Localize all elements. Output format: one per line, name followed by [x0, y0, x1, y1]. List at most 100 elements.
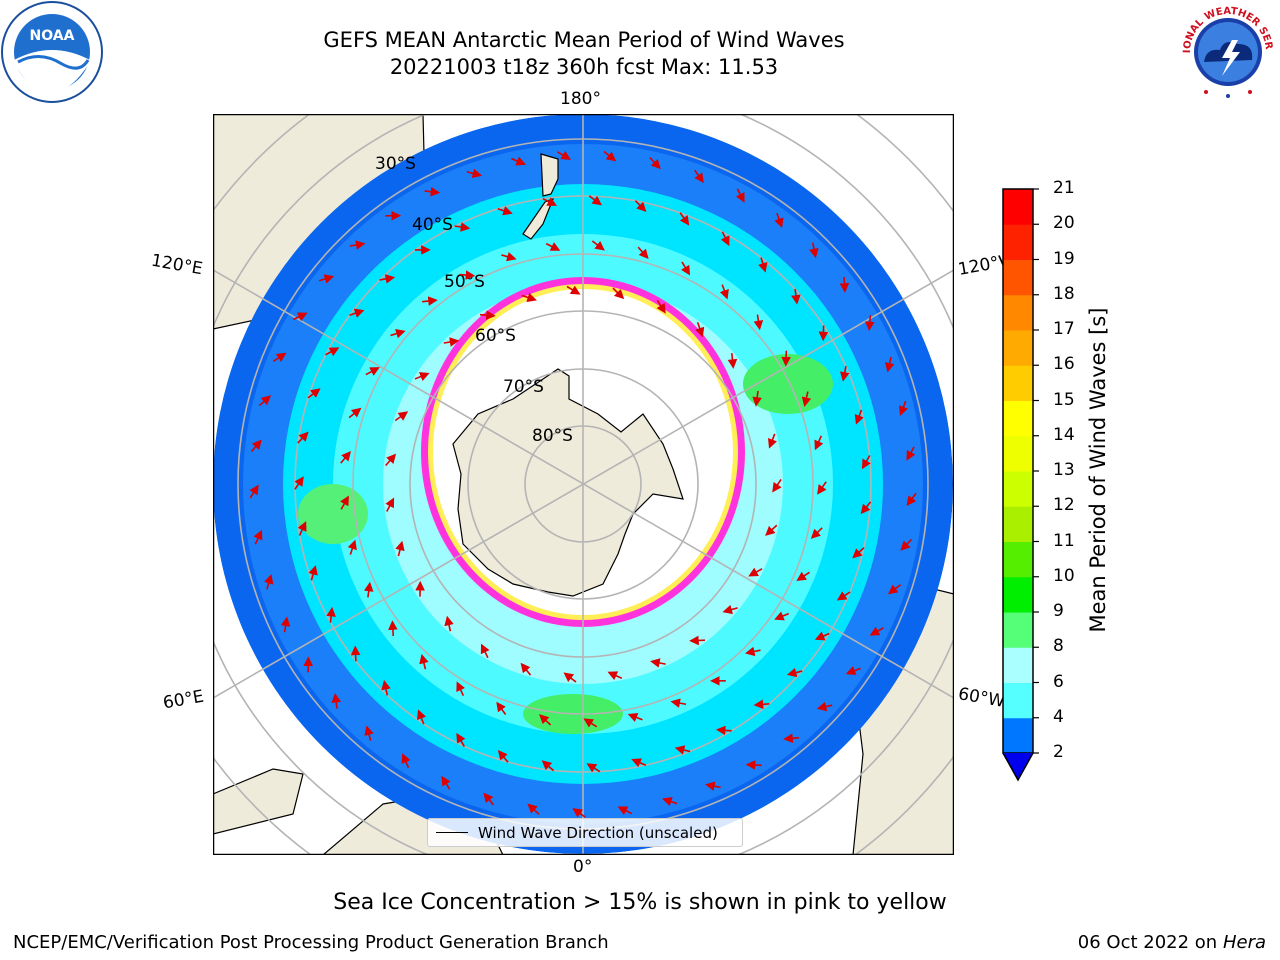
footer-date: 06 Oct 2022 on Hera — [1078, 932, 1266, 953]
wind-wave-arrow — [441, 775, 451, 790]
wind-wave-arrow — [705, 781, 721, 791]
footer-date-text: 06 Oct 2022 on — [1077, 932, 1218, 953]
colorbar-tick-label: 12 — [1053, 495, 1075, 516]
wind-wave-arrow — [280, 616, 291, 633]
colorbar-tick-label: 15 — [1053, 389, 1075, 410]
wind-wave-arrow — [783, 733, 800, 744]
wind-wave-arrow — [479, 310, 496, 320]
antarctica-land — [452, 368, 684, 597]
wind-wave-arrow — [735, 188, 745, 203]
meridian-label-180: 180° — [560, 89, 601, 109]
wind-wave-arrow — [727, 353, 738, 369]
colorbar — [1002, 188, 1039, 782]
wind-wave-arrow — [801, 391, 812, 407]
wind-wave-arrow — [588, 195, 602, 206]
wind-wave-arrow — [906, 446, 916, 461]
wind-wave-arrow — [796, 571, 810, 581]
wind-wave-arrow — [480, 643, 490, 659]
wind-wave-arrow — [542, 197, 558, 206]
wind-wave-arrow — [521, 292, 537, 302]
wind-wave-arrow — [363, 581, 374, 598]
colorbar-tick-label: 4 — [1053, 706, 1064, 727]
ocean-field — [213, 114, 953, 854]
colorbar-bands — [1003, 189, 1033, 754]
wind-wave-arrow — [456, 732, 466, 747]
wind-wave-arrow — [656, 299, 666, 314]
colorbar-tick-label: 9 — [1053, 601, 1064, 621]
wind-wave-arrow — [861, 455, 871, 470]
wind-wave-arrow — [679, 212, 690, 226]
wind-wave-arrow — [365, 367, 380, 376]
wind-wave-arrow — [786, 667, 803, 678]
wind-wave-arrow — [381, 680, 391, 696]
legend-line-swatch — [436, 832, 468, 833]
wind-wave-arrow — [326, 606, 336, 623]
colorbar-band — [1003, 612, 1033, 648]
wind-wave-arrow — [497, 750, 509, 763]
nws-logo: NATIONAL WEATHER SERVICE — [1176, 0, 1276, 100]
colorbar-tick-label: 8 — [1053, 636, 1064, 657]
wind-wave-arrow — [637, 246, 649, 260]
green-patch-west — [298, 484, 368, 544]
wind-wave-arrow — [520, 662, 532, 676]
wind-wave-arrow — [347, 539, 357, 555]
colorbar-extend-arrow — [1002, 752, 1034, 782]
colorbar-tick-label: 2 — [1053, 742, 1064, 762]
wind-wave-arrow — [836, 591, 851, 601]
wind-wave-arrow — [385, 497, 395, 512]
wind-wave-arrow — [414, 372, 430, 382]
wind-wave-arrow — [390, 329, 406, 339]
colorbar-band — [1003, 400, 1033, 437]
colorbar-tick-label: 10 — [1053, 565, 1075, 586]
wind-wave-arrow — [294, 476, 304, 490]
noaa-logo-text: NOAA — [30, 28, 75, 44]
wind-wave-arrow — [627, 713, 643, 722]
wind-wave-arrow — [603, 150, 617, 162]
wind-wave-arrow — [722, 604, 738, 615]
meridian-label-60w: 60°W — [956, 684, 1007, 712]
wind-wave-arrow — [419, 653, 429, 670]
colorbar-band — [1003, 330, 1033, 366]
wind-wave-arrow — [612, 287, 625, 300]
colorbar-tick-label: 11 — [1053, 530, 1075, 551]
wind-wave-arrow — [694, 169, 704, 184]
colorbar-tick-label: 13 — [1053, 460, 1075, 480]
wind-wave-arrow — [557, 150, 572, 160]
wind-wave-arrow — [719, 284, 729, 300]
wind-wave-arrow — [854, 409, 864, 425]
wind-wave-arrow — [325, 347, 340, 357]
wind-wave-arrow — [674, 745, 691, 755]
polar-map: 30°S 40°S 50°S 60°S 70°S 80°S — [213, 114, 954, 855]
wind-wave-arrow — [758, 257, 768, 273]
colorbar-band — [1003, 294, 1033, 331]
noaa-logo: NOAA — [1, 1, 103, 103]
wind-wave-arrow — [809, 242, 819, 259]
wind-wave-arrow — [454, 222, 471, 232]
wind-wave-arrow — [715, 725, 732, 736]
label-40s: 40°S — [412, 215, 453, 235]
meridian-60e-120w — [213, 269, 954, 699]
colorbar-band — [1003, 682, 1033, 719]
chart-subtitle: 20221003 t18z 360h fcst Max: 11.53 — [389, 55, 779, 79]
wind-wave-arrow — [566, 285, 581, 295]
wind-wave-arrow — [394, 411, 409, 422]
wind-wave-arrow — [745, 646, 761, 657]
wind-wave-arrow — [774, 611, 790, 621]
wind-wave-arrow — [748, 567, 763, 577]
wind-wave-arrow — [814, 631, 830, 641]
label-70s: 70°S — [503, 377, 544, 397]
wind-wave-arrow — [607, 671, 623, 681]
sea-ice-note: Sea Ice Concentration > 15% is shown in … — [333, 890, 947, 915]
wind-wave-arrow — [264, 574, 274, 590]
colorbar-band — [1003, 224, 1033, 260]
label-80s: 80°S — [532, 426, 573, 446]
wind-wave-arrow — [350, 645, 361, 662]
colorbar-tick-label: 18 — [1053, 283, 1075, 304]
wind-wave-arrow — [865, 315, 875, 332]
wind-wave-arrow — [774, 212, 784, 229]
wind-wave-arrow — [308, 565, 318, 581]
wind-wave-arrow — [695, 322, 705, 338]
wind-wave-arrow — [511, 156, 527, 166]
colorbar-band — [1003, 471, 1033, 507]
wind-wave-arrow — [417, 709, 426, 725]
